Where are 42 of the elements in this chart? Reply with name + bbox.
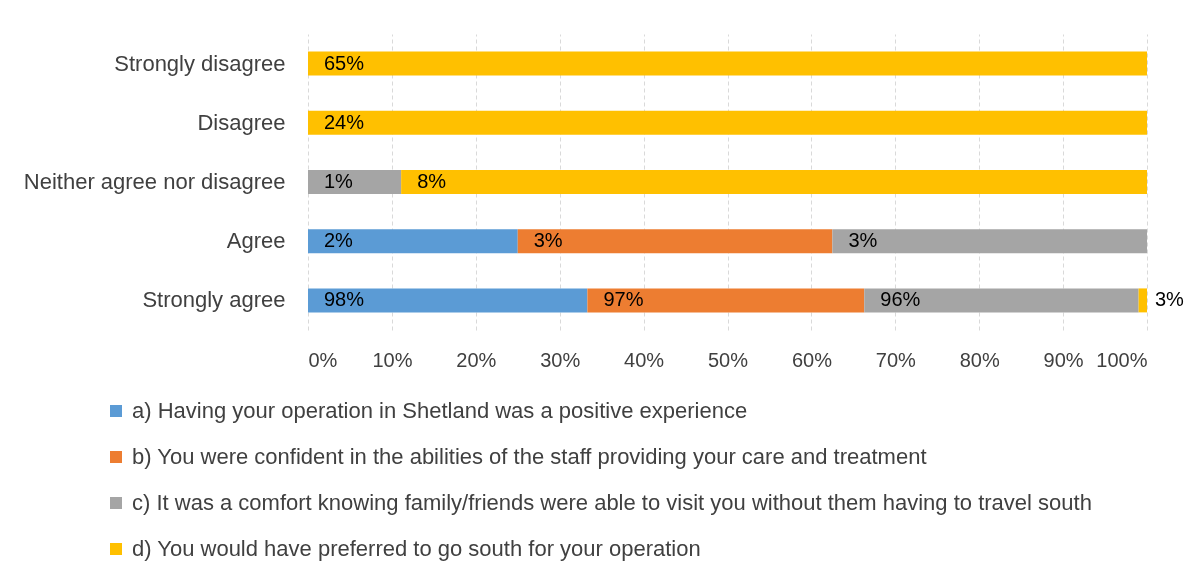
x-tick-label: 10%	[372, 348, 413, 371]
y-tick-label: Neither agree nor disagree	[23, 169, 286, 194]
bar	[308, 288, 588, 313]
y-tick-label: Agree	[226, 228, 286, 254]
y-tick-label: Strongly agree	[142, 287, 286, 313]
x-tick-label: 70%	[875, 348, 917, 371]
bar	[864, 288, 1139, 313]
bar	[1138, 288, 1147, 313]
annotation: 24%	[324, 110, 365, 133]
annotation: 98%	[324, 288, 365, 311]
bar	[401, 170, 1147, 194]
legend-label: a) Having your operation in Shetland was a positive experience	[132, 398, 748, 423]
annotation: 8%	[417, 170, 447, 192]
bar	[308, 229, 518, 254]
x-tick-label: 20%	[456, 348, 497, 371]
annotation: 3%	[848, 229, 878, 252]
x-tick-label: 90%	[1043, 348, 1084, 371]
bar	[308, 110, 1147, 135]
y-tick-label: Disagree	[197, 109, 286, 135]
bar	[517, 229, 833, 254]
x-tick-label: 0%	[308, 348, 338, 371]
annotation: 3%	[1155, 288, 1185, 311]
legend-label: d) You would have preferred to go south for your operation	[132, 536, 701, 561]
legend-label: b) You were confident in the abilities of the staff providing your care and treatment	[132, 444, 927, 469]
bar	[832, 229, 1147, 254]
bar	[308, 51, 1147, 76]
annotation: 96%	[880, 288, 921, 311]
legend-label: c) It was a comfort knowing family/friends were able to visit you without them having to travel south	[132, 490, 1092, 515]
y-tick-label: Strongly disagree	[114, 50, 286, 76]
bar	[308, 170, 402, 194]
annotation: 65%	[324, 51, 365, 74]
annotation: 3%	[533, 229, 563, 252]
bar	[587, 288, 865, 313]
x-tick-label: 80%	[959, 348, 1000, 371]
annotation: 97%	[603, 288, 644, 311]
annotation: 2%	[324, 229, 354, 252]
x-tick-label: 100%	[1096, 348, 1148, 371]
x-tick-label: 40%	[624, 348, 665, 371]
x-tick-label: 30%	[540, 348, 581, 371]
annotation: 1%	[324, 170, 354, 192]
x-tick-label: 50%	[707, 348, 749, 371]
x-tick-label: 60%	[791, 348, 833, 371]
